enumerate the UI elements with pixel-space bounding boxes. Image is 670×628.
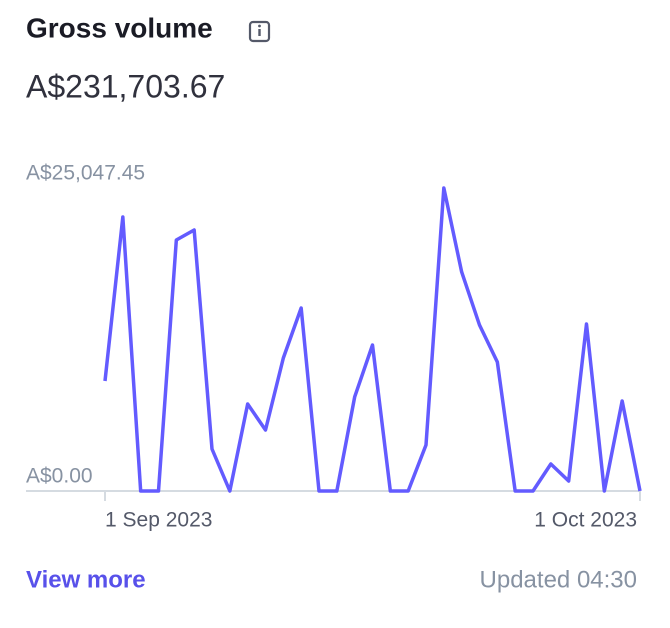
- y-tick-label: A$0.00: [26, 465, 93, 488]
- data-line: [103, 186, 642, 493]
- info-icon[interactable]: [248, 20, 271, 43]
- view-more-link[interactable]: View more: [26, 566, 146, 593]
- total: A$231,703.67: [26, 68, 225, 104]
- x-tick-label: 1 Sep 2023: [105, 509, 212, 532]
- x-tick-label: 1 Oct 2023: [534, 509, 637, 532]
- updated-status: Updated 04:30: [480, 566, 637, 593]
- title: Gross volume: [26, 12, 213, 43]
- y-tick-label: A$25,047.45: [26, 162, 145, 185]
